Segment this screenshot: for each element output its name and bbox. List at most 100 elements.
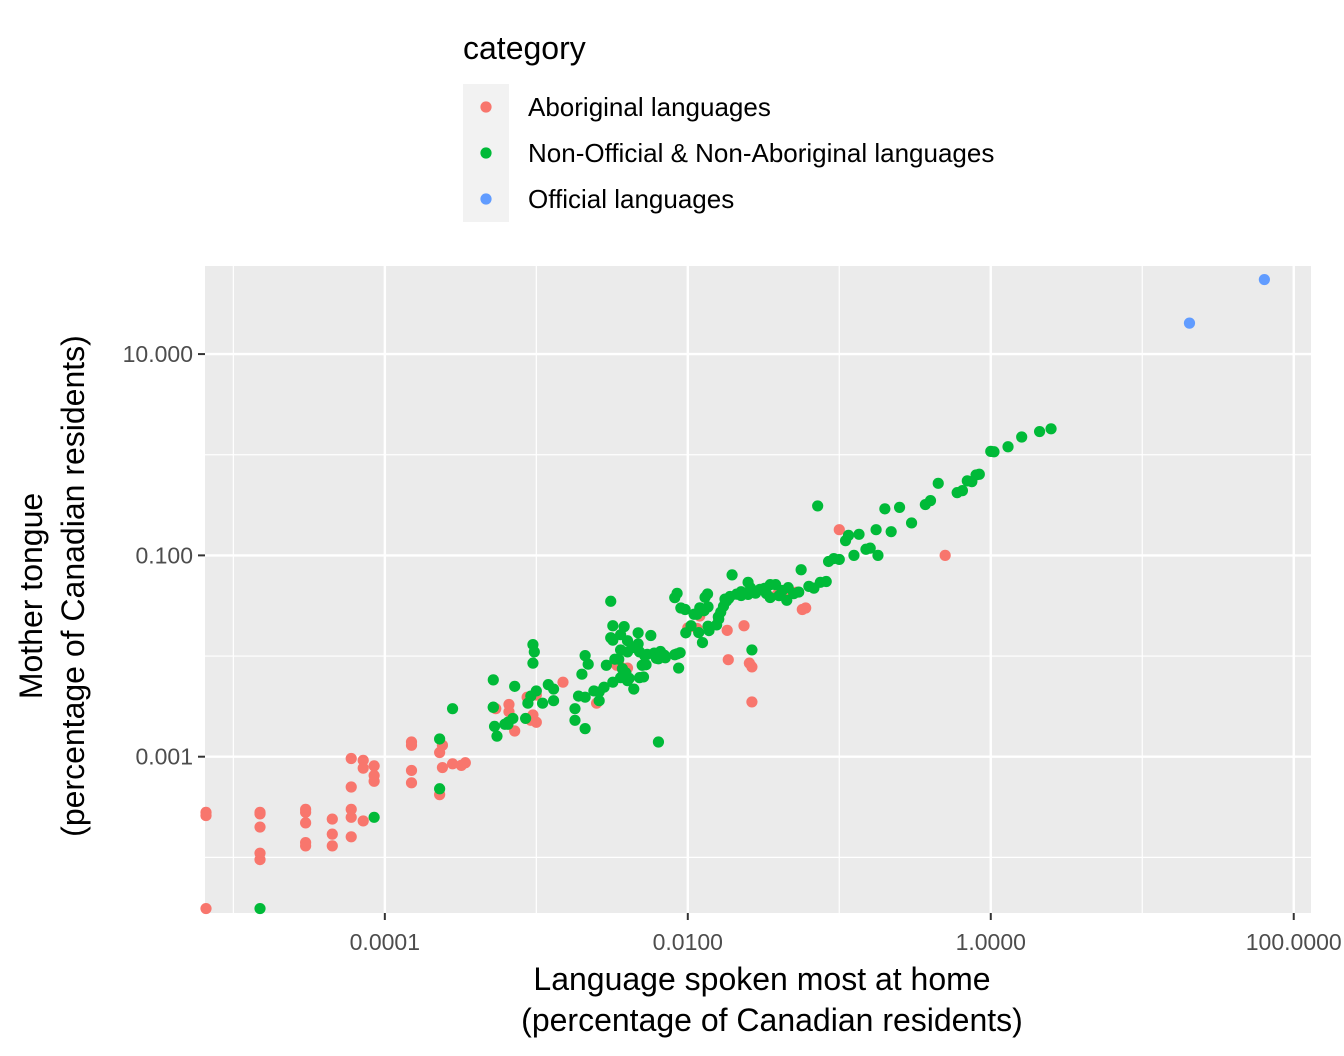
legend-label-1: Non-Official & Non-Aboriginal languages	[528, 138, 994, 168]
data-point-s1-139	[848, 549, 860, 561]
data-point-s0-55	[721, 624, 733, 636]
data-point-s1-151	[932, 477, 944, 489]
data-point-s1-142	[864, 542, 876, 554]
legend-label-0: Aboriginal languages	[528, 92, 771, 122]
legend-key-1	[480, 147, 492, 159]
data-point-s1-66	[640, 659, 652, 671]
data-point-s0-26	[368, 775, 380, 787]
data-point-s1-153	[956, 485, 969, 497]
data-point-s1-114	[746, 644, 758, 656]
data-point-s1-119	[764, 591, 776, 604]
data-point-s1-127	[793, 586, 805, 598]
data-point-s1-144	[872, 549, 884, 561]
data-point-s1-59	[632, 627, 644, 639]
data-point-s1-21	[530, 685, 542, 697]
data-point-s0-23	[357, 815, 369, 827]
x-tick-label-2: 1.0000	[956, 929, 1026, 955]
y-axis-title-line-2: (percentage of Canadian residents)	[55, 335, 91, 837]
data-point-s0-7	[254, 853, 266, 866]
data-point-s1-161	[1016, 431, 1028, 443]
data-point-s1-29	[579, 691, 591, 703]
data-point-s1-26	[569, 703, 581, 715]
y-axis-title-line-1: Mother tongue	[13, 493, 49, 699]
data-point-s0-34	[436, 761, 449, 774]
data-point-s1-35	[593, 695, 605, 707]
data-point-s1-84	[679, 603, 691, 616]
data-point-s0-16	[345, 752, 357, 765]
legend-key-2	[480, 193, 492, 205]
data-point-s0-13	[326, 813, 338, 825]
data-point-s1-90	[693, 626, 705, 639]
data-point-s1-14	[509, 680, 521, 692]
data-point-s0-30	[405, 777, 418, 789]
data-point-s1-160	[1002, 441, 1014, 453]
data-point-s0-24	[368, 760, 380, 772]
data-point-s1-0	[254, 902, 266, 915]
data-point-s0-37	[459, 757, 471, 769]
data-point-s1-150	[924, 495, 937, 507]
series-1	[254, 423, 1057, 915]
data-point-s1-32	[579, 650, 591, 662]
data-point-s0-29	[405, 764, 418, 777]
data-point-s0-19	[345, 811, 357, 823]
legend-label-2: Official languages	[528, 184, 734, 214]
data-point-s1-5	[491, 730, 503, 742]
data-point-s1-133	[820, 575, 832, 588]
data-points	[200, 273, 1270, 915]
data-point-s0-9	[300, 806, 312, 818]
data-point-s1-157	[973, 468, 985, 480]
data-point-s1-138	[842, 529, 855, 541]
data-point-s1-53	[628, 683, 640, 695]
data-point-s0-65	[796, 603, 808, 616]
data-point-s1-54	[613, 653, 625, 665]
x-axis: 0.0001 0.0100 1.0000 100.0000	[350, 913, 1342, 955]
data-point-s1-75	[659, 652, 671, 664]
data-point-s1-33	[582, 658, 594, 670]
data-point-s1-140	[853, 528, 865, 540]
data-point-s1-30	[579, 723, 591, 735]
data-point-s0-56	[722, 654, 734, 666]
legend-title: category	[463, 30, 586, 66]
data-point-s1-79	[674, 647, 686, 659]
data-point-s2-0	[1183, 317, 1196, 329]
data-point-s1-24	[547, 683, 560, 695]
data-point-s1-2	[434, 733, 446, 745]
legend: category Aboriginal languages Non-Officia…	[463, 30, 994, 222]
data-point-s0-66	[833, 524, 845, 536]
data-point-s1-31	[576, 668, 588, 680]
data-point-s0-28	[405, 739, 418, 751]
data-point-s1-147	[893, 501, 906, 513]
data-point-s1-136	[833, 553, 845, 566]
data-point-s0-57	[738, 620, 750, 632]
data-point-s0-14	[326, 828, 338, 840]
data-point-s1-94	[701, 588, 714, 600]
data-point-s0-35	[446, 758, 459, 770]
data-point-s0-67	[939, 549, 951, 561]
data-point-s1-148	[905, 517, 918, 529]
data-point-s1-38	[600, 659, 612, 671]
x-tick-label-0: 0.0001	[350, 929, 420, 955]
data-point-s1-6	[487, 674, 499, 686]
data-point-s1-20	[527, 657, 539, 669]
grid-major	[205, 266, 1311, 913]
grid-minor	[205, 266, 1311, 913]
data-point-s1-1	[368, 811, 380, 823]
data-point-s1-19	[528, 646, 540, 658]
data-point-s1-107	[726, 569, 738, 581]
data-point-s0-47	[557, 676, 569, 688]
data-point-s1-91	[696, 637, 709, 649]
data-point-s1-83	[671, 587, 683, 599]
legend-key-0	[480, 101, 492, 113]
y-tick-label-2: 10.000	[123, 341, 193, 367]
y-axis: 0.001 0.100 10.000	[123, 341, 205, 770]
data-point-s0-10	[300, 817, 312, 829]
data-point-s1-80	[673, 662, 685, 674]
data-point-s1-159	[988, 446, 1000, 458]
data-point-s1-4	[446, 703, 459, 715]
data-point-s1-25	[547, 695, 560, 707]
data-point-s1-86	[685, 620, 697, 632]
data-point-s0-5	[254, 821, 266, 833]
data-point-s1-3	[434, 783, 446, 795]
data-point-s0-20	[345, 831, 357, 843]
